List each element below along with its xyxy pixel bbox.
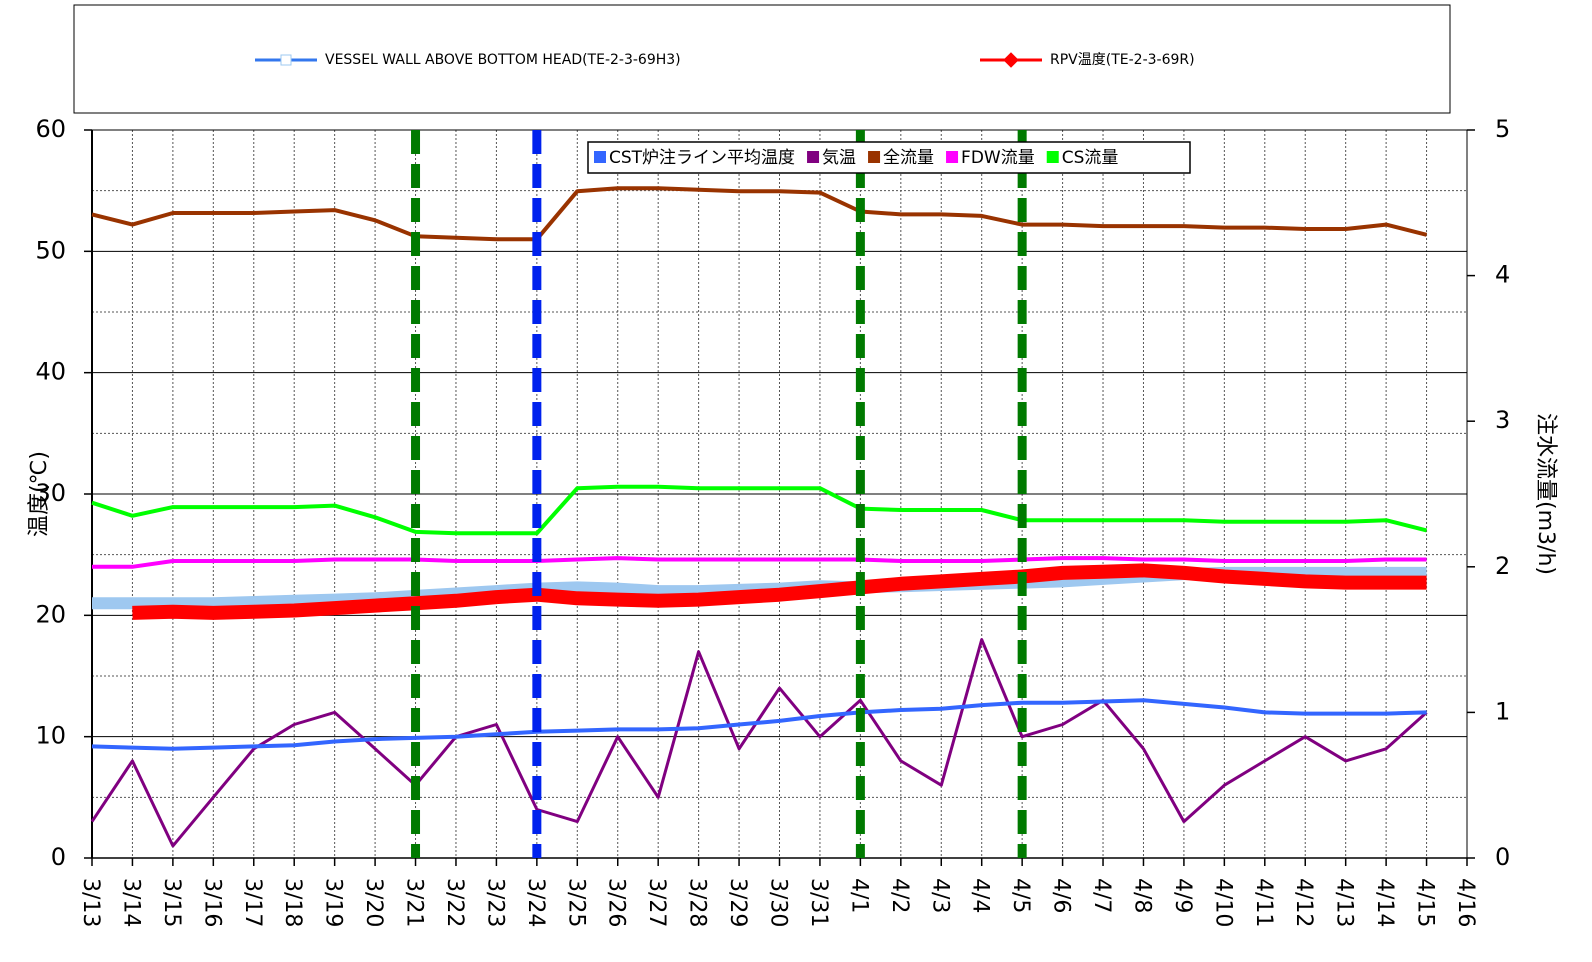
x-tick-label: 4/4 (968, 878, 993, 913)
y2-tick-label: 5 (1495, 115, 1510, 143)
x-tick-label: 4/5 (1008, 878, 1033, 913)
legend-label: 気温 (822, 148, 856, 168)
legend-swatch (946, 151, 959, 163)
x-tick-label: 3/25 (563, 878, 588, 927)
legend-swatch (868, 151, 881, 163)
x-tick-label: 3/18 (280, 878, 305, 927)
legend-label: CST炉注ライン平均温度 (609, 148, 795, 168)
y-tick-label: 20 (35, 600, 66, 628)
y-tick-label: 30 (35, 479, 66, 507)
y-tick-label: 0 (51, 843, 66, 871)
legend-swatch (1046, 151, 1059, 163)
legend-label: CS流量 (1062, 148, 1119, 168)
y2-tick-label: 0 (1495, 843, 1510, 871)
x-tick-label: 4/11 (1251, 878, 1276, 927)
x-tick-label: 4/3 (927, 878, 952, 913)
legend-swatch (807, 151, 820, 163)
series-line (91, 186, 1428, 242)
x-tick-label: 3/15 (159, 878, 184, 927)
series-line (91, 484, 1428, 536)
x-tick-label: 4/10 (1210, 878, 1235, 927)
x-tick-label: 3/17 (240, 878, 265, 927)
x-tick-label: 4/13 (1332, 878, 1357, 927)
legend-marker (1003, 52, 1019, 68)
x-tick-label: 4/6 (1049, 878, 1074, 913)
x-tick-label: 4/16 (1453, 878, 1478, 927)
x-tick-label: 4/8 (1129, 878, 1154, 913)
x-tick-label: 4/7 (1089, 878, 1114, 913)
x-tick-label: 3/14 (118, 878, 143, 927)
legend-label: 全流量 (883, 148, 934, 168)
x-tick-label: 4/14 (1372, 878, 1397, 927)
x-tick-label: 3/19 (321, 878, 346, 927)
series-line (132, 563, 1427, 620)
x-tick-label: 3/27 (644, 878, 669, 927)
legend-label: FDW流量 (961, 148, 1035, 168)
y-tick-label: 10 (35, 722, 66, 750)
x-tick-label: 4/12 (1291, 878, 1316, 927)
y2-tick-label: 2 (1495, 552, 1510, 580)
x-tick-label: 3/24 (523, 878, 548, 927)
x-tick-label: 4/1 (846, 878, 871, 913)
x-tick-label: 3/26 (604, 878, 629, 927)
y2-tick-label: 4 (1495, 261, 1510, 289)
x-tick-label: 3/23 (482, 878, 507, 927)
x-tick-label: 4/9 (1170, 878, 1195, 913)
x-tick-label: 3/21 (402, 878, 427, 927)
y-tick-label: 50 (35, 236, 66, 264)
x-tick-label: 3/13 (78, 878, 103, 927)
inner-legend-box (587, 141, 1191, 174)
y-tick-label: 60 (35, 115, 66, 143)
x-tick-label: 3/28 (685, 878, 710, 927)
x-tick-label: 3/30 (766, 878, 791, 927)
x-tick-label: 4/2 (887, 878, 912, 913)
y2-tick-label: 1 (1495, 697, 1510, 725)
series-line (92, 556, 1427, 569)
series-line (91, 698, 1427, 751)
y2-axis-label: 注水流量(m3/h) (1533, 413, 1558, 575)
x-tick-label: 3/29 (725, 878, 750, 927)
x-tick-label: 4/15 (1413, 878, 1438, 927)
series-line (90, 638, 1428, 848)
legend-label: VESSEL WALL ABOVE BOTTOM HEAD(TE-2-3-69H… (325, 52, 681, 68)
x-tick-label: 3/20 (361, 878, 386, 927)
x-tick-label: 3/31 (806, 878, 831, 927)
x-tick-label: 3/22 (442, 878, 467, 927)
legend-label: RPV温度(TE-2-3-69R) (1050, 52, 1195, 68)
x-tick-label: 3/16 (199, 878, 224, 927)
y2-tick-label: 3 (1495, 406, 1510, 434)
legend-swatch (594, 151, 606, 163)
legend-marker (280, 54, 292, 66)
y-axis-label: 温度(℃) (27, 451, 52, 537)
y-tick-label: 40 (35, 358, 66, 386)
